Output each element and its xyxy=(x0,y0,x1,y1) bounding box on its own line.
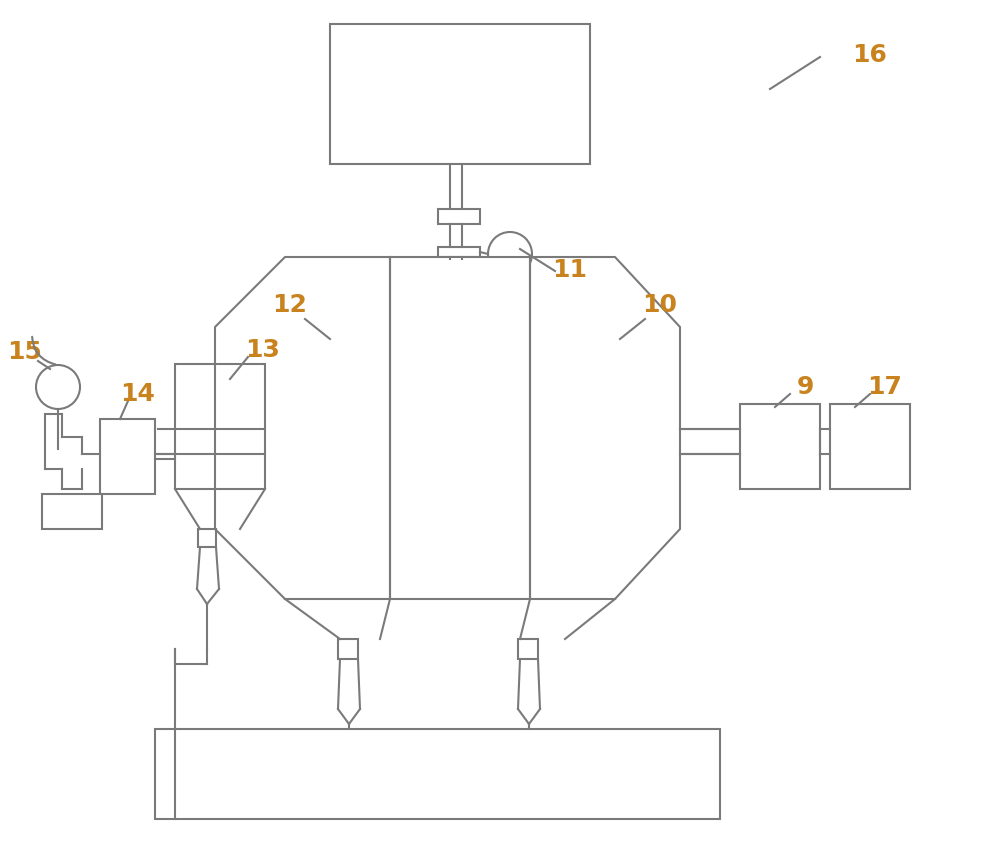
Bar xyxy=(42,494,102,529)
Bar xyxy=(830,405,910,489)
Text: 12: 12 xyxy=(273,292,307,317)
Bar xyxy=(740,405,820,489)
Text: 11: 11 xyxy=(552,257,588,282)
Bar xyxy=(198,529,216,547)
Bar xyxy=(338,639,358,659)
Bar xyxy=(155,729,720,819)
Text: 10: 10 xyxy=(642,292,678,317)
Text: 13: 13 xyxy=(246,337,280,361)
Bar xyxy=(330,25,590,164)
Bar xyxy=(175,365,265,489)
Text: 14: 14 xyxy=(121,382,155,406)
Bar xyxy=(518,639,538,659)
Text: 9: 9 xyxy=(796,375,814,399)
Bar xyxy=(390,257,530,599)
Bar xyxy=(438,248,480,257)
Bar xyxy=(438,210,480,225)
Text: 16: 16 xyxy=(853,43,887,67)
Bar xyxy=(100,419,155,494)
Text: 17: 17 xyxy=(868,375,902,399)
Text: 15: 15 xyxy=(8,340,42,364)
